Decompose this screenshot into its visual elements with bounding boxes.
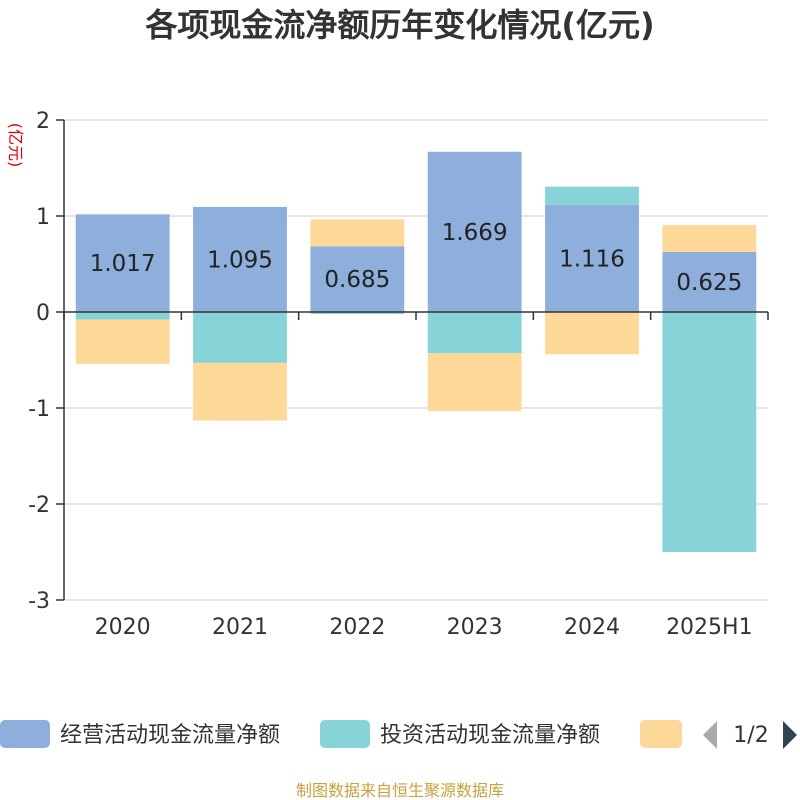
bar-segment-series2-2024[interactable]: [545, 312, 639, 355]
bar-segment-series2-2020[interactable]: [75, 319, 170, 364]
data-label-2020: 1.017: [90, 251, 156, 277]
bar-segment-series0-2024[interactable]: [545, 204, 639, 312]
bar-segment-series2-2023[interactable]: [427, 353, 522, 411]
legend-next-page-icon[interactable]: [783, 721, 797, 749]
data-source-note: 制图数据来自恒生聚源数据库: [296, 781, 504, 800]
bar-segment-series0-2023[interactable]: [427, 151, 522, 312]
bar-segment-series2-2021[interactable]: [193, 362, 287, 421]
x-tick-label: 2020: [95, 615, 151, 640]
bar-segment-series1-2020[interactable]: [75, 312, 170, 320]
x-tick-label: 2021: [212, 615, 268, 640]
legend-prev-page-icon[interactable]: [703, 721, 717, 749]
data-label-2021: 1.095: [207, 247, 273, 273]
legend-swatch-financing: [640, 720, 682, 748]
bar-segment-series2-2025H1[interactable]: [662, 225, 757, 252]
y-tick-label: -1: [28, 397, 50, 422]
y-tick-label: -3: [28, 589, 50, 614]
y-tick-label: 2: [36, 109, 50, 134]
legend-item-operating[interactable]: 经营活动现金流量净额: [0, 720, 280, 748]
legend-swatch-investing: [320, 720, 370, 748]
legend-label-operating: 经营活动现金流量净额: [60, 723, 280, 748]
bar-segment-series1-2025H1[interactable]: [662, 312, 757, 552]
data-labels: 1.017 1.095 0.685 1.669 1.116 0.625: [90, 220, 743, 296]
data-label-2023: 1.669: [442, 220, 508, 246]
bar-segment-series0-2025H1[interactable]: [662, 252, 757, 312]
bar-segment-series1-2024[interactable]: [545, 186, 639, 205]
y-tick-label: 0: [36, 301, 50, 326]
data-label-2024: 1.116: [559, 246, 625, 272]
y-tick-label: -2: [28, 493, 50, 518]
y-axis-unit: (亿元): [6, 123, 25, 168]
x-tick-label: 2025H1: [666, 615, 753, 640]
legend-item-financing[interactable]: [640, 720, 682, 748]
bar-segment-series1-2023[interactable]: [427, 312, 522, 354]
chart-title: 各项现金流净额历年变化情况(亿元): [145, 6, 654, 44]
legend-page-indicator: 1/2: [733, 723, 768, 748]
legend-item-investing[interactable]: 投资活动现金流量净额: [320, 720, 600, 748]
x-tick-label: 2022: [329, 615, 385, 640]
bar-segment-series0-2020[interactable]: [75, 214, 170, 312]
bar-segment-series0-2022[interactable]: [310, 246, 405, 312]
legend-label-investing: 投资活动现金流量净额: [380, 723, 600, 748]
x-tick-label: 2024: [564, 615, 620, 640]
data-label-2025H1: 0.625: [676, 270, 742, 296]
data-label-2022: 0.685: [324, 267, 390, 293]
legend-swatch-operating: [0, 720, 50, 748]
x-tick-label: 2023: [447, 615, 503, 640]
legend: 经营活动现金流量净额 投资活动现金流量净额 1/2: [0, 720, 797, 749]
y-tick-label: 1: [36, 205, 50, 230]
axes: 2 1 0 -1 -2 -3 2020 2021 2022 2023 2024 2025H1: [28, 109, 769, 640]
bar-segment-series0-2021[interactable]: [193, 206, 287, 312]
bar-segment-series1-2022[interactable]: [310, 312, 405, 314]
bar-segment-series2-2022[interactable]: [310, 219, 405, 247]
bars: [75, 151, 757, 552]
bar-segment-series1-2021[interactable]: [193, 312, 287, 363]
